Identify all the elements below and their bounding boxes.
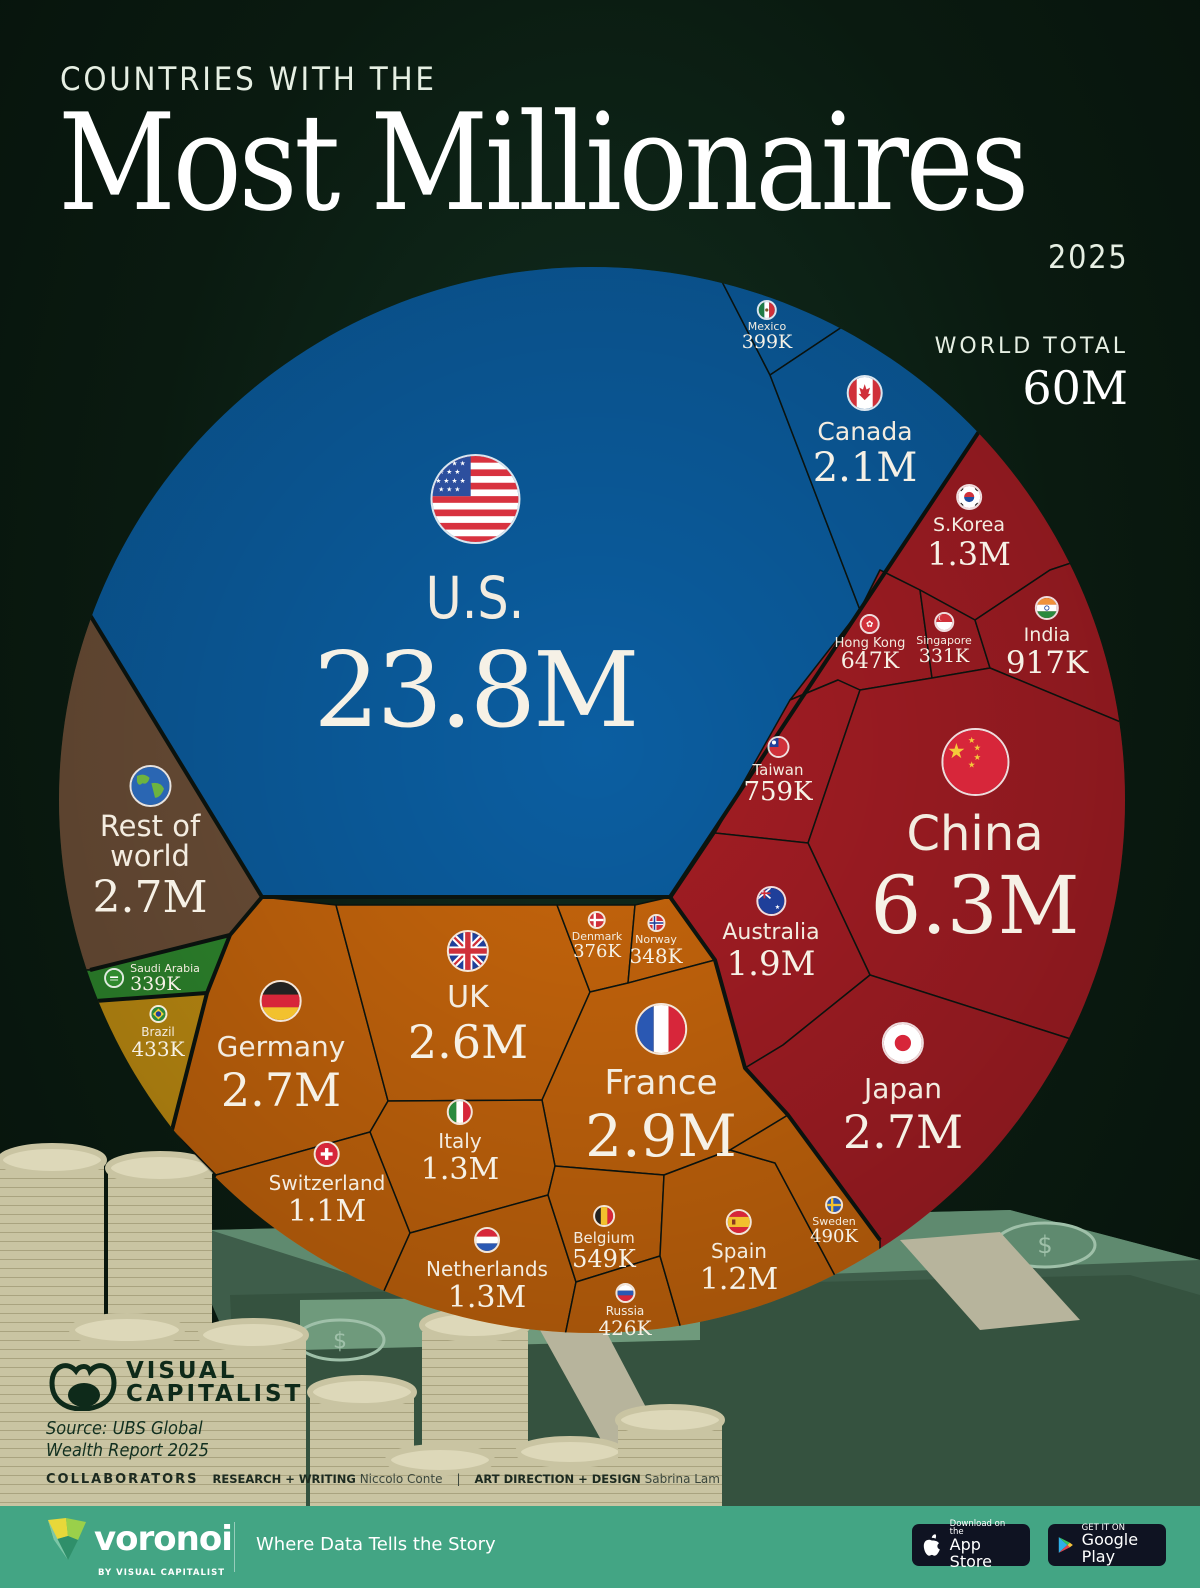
research-person: Niccolo Conte: [359, 1472, 443, 1486]
google-play-big: Google Play: [1081, 1530, 1139, 1567]
footer-divider: [234, 1522, 235, 1572]
logo-line2: CAPITALIST: [126, 1381, 304, 1407]
world-total-value: 60M: [1022, 361, 1128, 415]
design-person: Sabrina Lam: [644, 1472, 720, 1486]
world-total-label: WORLD TOTAL: [934, 334, 1128, 359]
collaborators-separator: |: [456, 1472, 461, 1486]
visual-capitalist-mark-icon: [49, 1363, 117, 1411]
footer-tagline: Where Data Tells the Story: [256, 1534, 496, 1555]
voronoi-logo-icon: [48, 1518, 86, 1560]
google-play-button[interactable]: GET IT ON Google Play: [1048, 1524, 1166, 1566]
apple-icon: [923, 1534, 940, 1556]
source-line1: Source: UBS Global: [46, 1418, 203, 1439]
research-label: RESEARCH + WRITING: [212, 1472, 356, 1486]
app-store-big: App Store: [949, 1534, 992, 1571]
chart-title: Most Millionaires: [58, 85, 1029, 241]
logo-line1: VISUAL: [126, 1358, 238, 1384]
visual-capitalist-logo: VISUAL CAPITALIST: [44, 1355, 303, 1411]
chart-kicker: COUNTRIES WITH THE: [60, 60, 437, 98]
google-play-icon: [1058, 1537, 1073, 1553]
source-line2: Wealth Report 2025: [46, 1439, 209, 1461]
collaborators-label: COLLABORATORS: [46, 1472, 199, 1487]
coin-stacks: [0, 1143, 725, 1510]
collaborators: COLLABORATORS RESEARCH + WRITING Niccolo…: [46, 1472, 720, 1487]
google-play-small: GET IT ON: [1081, 1522, 1125, 1533]
svg-text:$: $: [1037, 1231, 1052, 1259]
design-label: ART DIRECTION + DESIGN: [474, 1472, 641, 1486]
world-total: WORLD TOTAL 60M: [935, 334, 1128, 415]
footer-bar: voronoi BY VISUAL CAPITALIST Where Data …: [0, 1506, 1200, 1588]
svg-text:$: $: [333, 1329, 347, 1354]
chart-year: 2025: [1047, 238, 1128, 276]
app-store-small: Download on the: [949, 1518, 1006, 1538]
voronoi-by-line: BY VISUAL CAPITALIST: [98, 1568, 226, 1578]
voronoi-brand[interactable]: voronoi BY VISUAL CAPITALIST: [46, 1516, 233, 1578]
app-store-button[interactable]: Download on the App Store: [912, 1519, 1030, 1569]
voronoi-wordmark: voronoi: [94, 1519, 233, 1559]
source-text: Source: UBS Global Wealth Report 2025: [46, 1418, 209, 1461]
